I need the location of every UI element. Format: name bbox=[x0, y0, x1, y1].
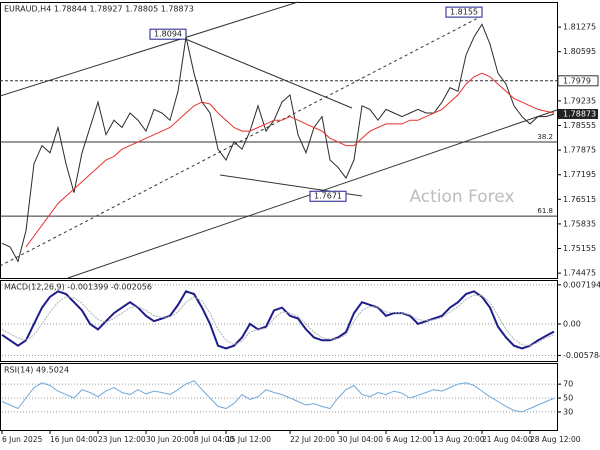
y-tick-label: 0.007194 bbox=[563, 280, 600, 289]
x-tick-label: 13 Aug 20:00 bbox=[434, 435, 485, 444]
x-tick-label: 28 Aug 12:00 bbox=[530, 435, 581, 444]
level-label: 61.8 bbox=[537, 207, 553, 215]
x-tick-label: 6 Jun 2025 bbox=[2, 435, 43, 444]
y-tick-label: 1.77195 bbox=[563, 170, 596, 179]
series-line bbox=[1, 290, 555, 350]
x-tick-label: 22 Jul 20:00 bbox=[290, 435, 335, 444]
y-tick-label: 1.79235 bbox=[563, 96, 596, 105]
panel-frames bbox=[0, 2, 558, 431]
rsi-frame bbox=[0, 363, 558, 431]
channel-upper bbox=[0, 1, 299, 97]
x-tick-label: 6 Aug 12:00 bbox=[386, 435, 432, 444]
x-tick-label: 21 Aug 04:00 bbox=[482, 435, 533, 444]
level-box bbox=[557, 75, 599, 87]
y-tick-label: 70 bbox=[563, 380, 573, 389]
macd-title: MACD(12,26,9) -0.001399 -0.002056 bbox=[4, 283, 152, 292]
y-tick-label: 50 bbox=[563, 394, 573, 403]
level-label: 1.7979 bbox=[563, 76, 591, 85]
peak-box bbox=[445, 6, 483, 18]
watermark: Action Forex bbox=[409, 187, 514, 207]
series-line bbox=[1, 380, 555, 413]
level-label: 38.2 bbox=[537, 133, 553, 141]
price-title: EURAUD,H4 1.78844 1.78927 1.78805 1.7887… bbox=[4, 5, 194, 14]
x-tick-label: 23 Jun 12:00 bbox=[98, 435, 146, 444]
x-tick-label: 16 Jun 04:00 bbox=[50, 435, 98, 444]
y-tick-label: 1.76515 bbox=[563, 195, 596, 204]
y-tick-label: 1.78555 bbox=[563, 121, 596, 130]
y-tick-label: 1.74475 bbox=[563, 269, 596, 278]
last-price-box bbox=[558, 108, 598, 119]
y-tick-label: 1.75155 bbox=[563, 244, 596, 253]
macd-frame bbox=[0, 280, 558, 362]
peak-box bbox=[309, 190, 347, 202]
peak-label: 1.8155 bbox=[450, 8, 478, 17]
rsi-title: RSI(14) 49.5024 bbox=[4, 366, 69, 375]
last-price-label: 1.78873 bbox=[563, 109, 596, 118]
y-tick-label: 1.80595 bbox=[563, 47, 596, 56]
price-frame bbox=[0, 2, 558, 279]
y-tick-label: 1.75835 bbox=[563, 219, 596, 228]
y-tick-label: 1.81275 bbox=[563, 23, 596, 32]
peak-box bbox=[149, 28, 187, 40]
peak-label: 1.8094 bbox=[154, 30, 182, 39]
y-tick-label: -0.005784 bbox=[563, 351, 600, 360]
x-tick-label: 15 Jul 12:00 bbox=[226, 435, 271, 444]
wedge-upper bbox=[182, 37, 353, 109]
x-tick-label: 30 Jun 20:00 bbox=[146, 435, 194, 444]
series-line bbox=[1, 23, 555, 263]
y-tick-label: 1.77875 bbox=[563, 146, 596, 155]
x-tick-label: 8 Jul 04:00 bbox=[194, 435, 234, 444]
y-tick-label: 0.00 bbox=[563, 319, 581, 328]
peak-label: 1.7671 bbox=[314, 192, 342, 201]
x-tick-label: 30 Jul 04:00 bbox=[338, 435, 383, 444]
series-line bbox=[1, 294, 555, 347]
series-line bbox=[25, 72, 555, 248]
y-tick-label: 30 bbox=[563, 407, 573, 416]
